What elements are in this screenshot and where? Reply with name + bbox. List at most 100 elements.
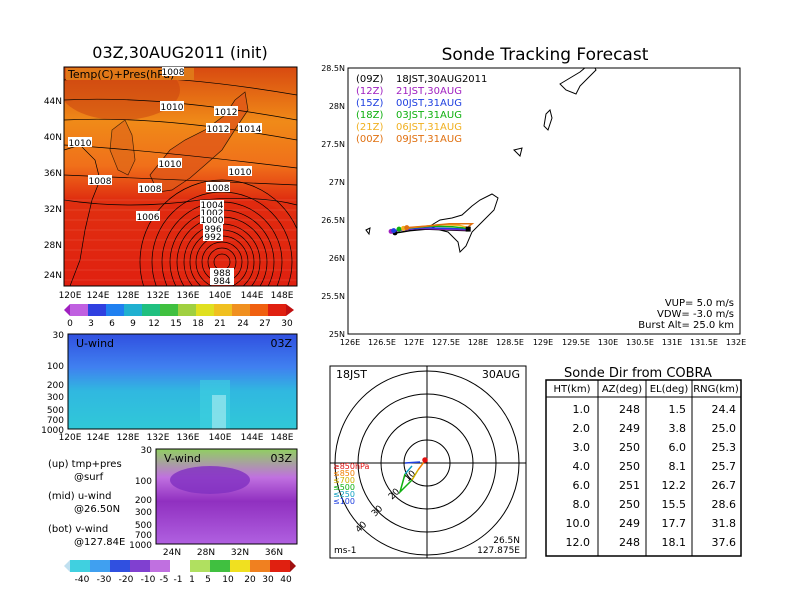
svg-text:126.5E: 126.5E xyxy=(368,338,396,347)
svg-text:1010: 1010 xyxy=(229,168,252,178)
svg-text:≤100: ≤100 xyxy=(333,497,355,506)
polar-loc-lat: 26.5N xyxy=(493,536,520,546)
track-endpoint xyxy=(391,228,397,234)
table-cell: 12.0 xyxy=(566,536,591,549)
svg-text:≤700: ≤700 xyxy=(333,476,355,485)
svg-text:36N: 36N xyxy=(265,548,283,558)
svg-text:≤850: ≤850 xyxy=(333,469,355,478)
svg-text:1000: 1000 xyxy=(201,216,224,226)
svg-text:136E: 136E xyxy=(177,433,200,443)
svg-text:-1: -1 xyxy=(174,575,183,585)
hodo-250 xyxy=(404,465,413,475)
svg-text:30: 30 xyxy=(262,575,274,585)
svg-text:Burst Alt= 25.0 km: Burst Alt= 25.0 km xyxy=(638,320,734,331)
tracking-panel: Sonde Tracking Forecast (09Z) 18JST,30AUG… xyxy=(321,45,746,347)
hodo-100 xyxy=(404,461,421,464)
isobar-label: 1010 xyxy=(228,166,252,178)
lat-tick: 40N xyxy=(44,133,62,143)
isobar-label: 988 xyxy=(210,268,234,279)
note-line: @26.50N xyxy=(74,504,120,515)
isobar-labels: 1008 1010 1012 1012 1014 1010 1010 1010 … xyxy=(68,67,262,287)
svg-text:1004: 1004 xyxy=(201,201,224,211)
isobar-label: 1010 xyxy=(160,101,184,113)
svg-text:18: 18 xyxy=(192,319,204,329)
svg-text:24N: 24N xyxy=(163,548,181,558)
table-cell: 12.2 xyxy=(662,479,687,492)
svg-text:1010: 1010 xyxy=(159,160,182,170)
svg-text:03JST,31AUG: 03JST,31AUG xyxy=(396,110,462,121)
hodograph xyxy=(398,457,428,495)
svg-text:25.5N: 25.5N xyxy=(321,292,345,301)
svg-text:120E: 120E xyxy=(59,433,82,443)
vwind-p-ticks: 30 100 200 300 500 700 1000 xyxy=(129,446,152,551)
tracking-title: Sonde Tracking Forecast xyxy=(442,45,649,65)
table-cell: 15.5 xyxy=(662,498,687,511)
svg-text:1008: 1008 xyxy=(89,177,112,187)
launch-entry: (21Z) 06JST,31AUG xyxy=(356,122,462,133)
vwind-field xyxy=(156,449,297,544)
cobra-title: Sonde Dir from COBRA xyxy=(564,366,712,381)
table-cell: 8.0 xyxy=(573,498,591,511)
lon-tick: 144E xyxy=(241,291,264,301)
svg-text:1002: 1002 xyxy=(201,209,224,219)
legend-notes: (up) tmp+pres @surf (mid) u-wind @26.50N… xyxy=(48,459,125,548)
polar-level-labels: ≥850hPa ≤850 ≤700 ≤500 ≤250 ≤100 xyxy=(333,462,370,506)
header-cell: HT(km) xyxy=(554,384,591,395)
isobar-label: 1008 xyxy=(162,67,185,78)
isobar-label: 1014 xyxy=(238,123,262,135)
table-cell: 2.0 xyxy=(573,422,591,435)
lat-tick: 24N xyxy=(44,271,62,281)
vwind-lat-ticks: 24N 28N 32N 36N xyxy=(163,548,283,558)
svg-text:(00Z): (00Z) xyxy=(356,134,383,145)
table-cell: 251 xyxy=(619,479,640,492)
isobar-label: 984 xyxy=(210,276,234,287)
svg-text:100: 100 xyxy=(47,362,64,372)
launch-entry: (12Z) 21JST,30AUG xyxy=(356,86,462,97)
table-cell: 37.6 xyxy=(712,536,737,549)
table-cell: 250 xyxy=(619,498,640,511)
svg-text:148E: 148E xyxy=(271,433,294,443)
svg-text:1008: 1008 xyxy=(139,185,162,195)
amami-island xyxy=(543,109,553,131)
svg-text:1010: 1010 xyxy=(161,103,184,113)
svg-text:-30: -30 xyxy=(97,575,112,585)
svg-text:1012: 1012 xyxy=(207,125,230,135)
uwind-p-ticks: 30 100 200 300 500 700 1000 xyxy=(41,331,64,436)
table-cell: 3.0 xyxy=(573,441,591,454)
lon-tick: 124E xyxy=(87,291,110,301)
table-cell: 25.7 xyxy=(712,460,737,473)
table-row: 2.0 249 3.8 25.0 xyxy=(573,422,737,435)
svg-text:5: 5 xyxy=(205,575,211,585)
table-cell: 18.1 xyxy=(662,536,687,549)
isobar-label: 1006 xyxy=(136,211,160,223)
svg-text:28.5N: 28.5N xyxy=(321,64,345,73)
colorbar-ticks: 0 3 6 9 12 15 18 21 24 27 30 xyxy=(67,319,293,329)
svg-text:27N: 27N xyxy=(329,178,345,187)
hatch xyxy=(64,199,297,281)
table-cell: 6.0 xyxy=(573,479,591,492)
svg-text:-10: -10 xyxy=(141,575,156,585)
polar-unit: ms-1 xyxy=(334,546,356,556)
launch-site-marker xyxy=(465,226,471,232)
svg-text:1: 1 xyxy=(189,575,195,585)
svg-text:130E: 130E xyxy=(598,338,618,347)
svg-text:25N: 25N xyxy=(329,330,345,339)
lon-tick: 132E xyxy=(147,291,170,301)
small-island xyxy=(513,147,523,157)
lat-tick: 44N xyxy=(44,97,62,107)
okinawa-island xyxy=(428,193,499,254)
table-cell: 249 xyxy=(619,422,640,435)
svg-text:1006: 1006 xyxy=(137,213,160,223)
svg-text:996: 996 xyxy=(204,225,221,235)
table-cell: 31.8 xyxy=(712,517,737,530)
table-row: 6.0 251 12.2 26.7 xyxy=(573,479,737,492)
table-cell: 3.8 xyxy=(669,422,687,435)
svg-text:700: 700 xyxy=(135,531,152,541)
map-field-label: Temp(C)+Pres(hPa) xyxy=(67,68,174,81)
svg-text:128E: 128E xyxy=(117,433,140,443)
svg-text:VUP= 5.0 m/s: VUP= 5.0 m/s xyxy=(665,298,734,309)
svg-text:130.5E: 130.5E xyxy=(626,338,654,347)
tracks xyxy=(388,223,475,236)
svg-text:300: 300 xyxy=(47,393,64,403)
svg-text:984: 984 xyxy=(213,277,230,287)
